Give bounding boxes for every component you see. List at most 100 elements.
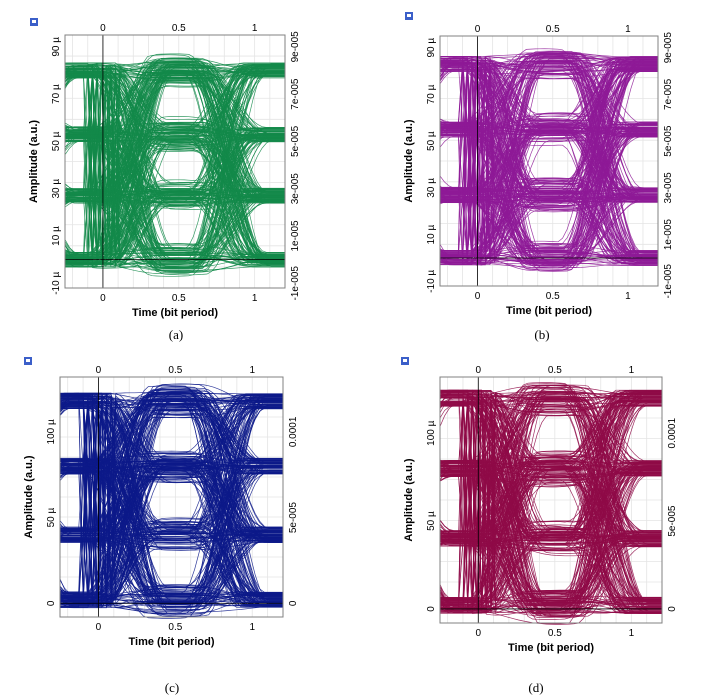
eye-trace (440, 536, 662, 604)
y-right-tick-label: 0.0001 (288, 416, 299, 447)
eye-trace (439, 392, 662, 542)
x-top-tick-label: 0 (96, 365, 102, 376)
eye-trace (65, 64, 285, 193)
eye-diagram-c: 0 0.5 1 0 0.5 1 0 50 µ 100 µ 0 5e-005 0.0001 Time (b… (23, 365, 299, 648)
y-tick-label: 0 (426, 606, 437, 612)
y-right-tick-label: 7e-005 (663, 78, 674, 110)
eye-trace (439, 399, 662, 612)
x-axis-title: Time (bit period) (508, 642, 594, 654)
y-right-tick-label: 7e-005 (290, 78, 301, 110)
eye-trace (64, 136, 285, 265)
x-tick-label: 0 (475, 628, 481, 639)
y-tick-label: 100 µ (426, 420, 437, 445)
y-axis-title: Amplitude (a.u.) (23, 455, 35, 538)
y-tick-label: 50 µ (51, 131, 62, 151)
x-axis-title: Time (bit period) (129, 636, 215, 648)
eye-trace (65, 70, 285, 203)
eye-trace (64, 63, 285, 200)
eye-trace (440, 464, 662, 546)
plot-frame (439, 35, 659, 287)
eye-trace (65, 69, 285, 256)
y-right-tick-label: -1e-005 (663, 264, 674, 299)
eye-trace (64, 136, 285, 210)
x-tick-label: 0.5 (168, 622, 182, 633)
eye-trace (59, 396, 283, 539)
y-right-tick-label: 3e-005 (290, 173, 301, 205)
eye-trace (439, 397, 662, 536)
eye-trace (439, 469, 662, 616)
y-tick-label: 10 µ (426, 225, 437, 245)
eye-trace (65, 189, 285, 258)
eye-trace (440, 395, 662, 604)
y-axis-title: Amplitude (a.u.) (403, 458, 415, 541)
export-icon[interactable] (30, 13, 38, 26)
eye-trace (59, 460, 283, 607)
y-axis-title: Amplitude (a.u.) (28, 120, 40, 203)
eye-trace (439, 475, 662, 609)
x-tick-label: 1 (629, 628, 635, 639)
eye-trace (440, 117, 658, 200)
eye-trace (440, 135, 658, 190)
eye-trace (439, 384, 662, 608)
eye-trace (439, 465, 662, 617)
y-right-tick-label: 5e-005 (667, 505, 678, 537)
eye-trace (440, 57, 658, 250)
eye-trace (65, 131, 285, 199)
eye-trace (65, 140, 285, 269)
eye-diagram-b: 0 0.5 1 0 0.5 1 -10 µ 10 µ 30 µ 50 µ 70 µ 90 µ -1e-0… (403, 24, 674, 317)
eye-trace (440, 190, 658, 263)
y-right-tick-label: 5e-005 (288, 502, 299, 534)
eye-trace (60, 466, 283, 536)
caption-b: (b) (534, 327, 550, 342)
eye-trace (60, 402, 283, 533)
eye-trace (60, 391, 283, 539)
eye-trace (59, 406, 283, 594)
y-tick-label: 30 µ (51, 179, 62, 199)
x-tick-label: 1 (249, 622, 255, 633)
eye-trace (65, 61, 285, 190)
eye-trace (65, 65, 285, 201)
eye-trace (440, 130, 658, 199)
eye-trace (440, 60, 658, 256)
eye-trace (60, 533, 283, 596)
eye-trace (59, 392, 283, 599)
x-tick-label: 1 (252, 293, 258, 304)
eye-diagram-panel-a: 0 0.5 1 0 0.5 1 -10 µ 10 µ 30 µ 50 µ 70 µ 90 µ -1e-0… (0, 0, 354, 330)
eye-trace (60, 396, 283, 602)
eye-trace (65, 59, 285, 202)
eye-trace (64, 140, 285, 264)
export-icon[interactable] (405, 7, 413, 20)
eye-trace (440, 391, 662, 479)
eye-trace (440, 475, 662, 609)
eye-trace (64, 63, 285, 140)
caption-a: (a) (168, 327, 184, 342)
y-right-tick-label: 3e-005 (663, 172, 674, 204)
eye-trace (440, 196, 658, 263)
eye-trace (60, 396, 283, 540)
y-tick-label: 50 µ (46, 508, 57, 528)
eye-trace (60, 389, 283, 603)
eye-trace (64, 64, 285, 265)
eye-trace (440, 58, 658, 126)
eye-trace (439, 57, 658, 261)
x-top-tick-label: 1 (249, 365, 255, 376)
eye-trace (65, 57, 285, 192)
eye-trace (59, 400, 283, 465)
eye-trace (60, 468, 283, 608)
eye-trace (60, 406, 283, 601)
export-icon[interactable] (401, 352, 409, 365)
x-top-tick-label: 1 (625, 24, 631, 35)
eye-trace (64, 66, 285, 136)
y-tick-label: 10 µ (51, 226, 62, 246)
eye-trace (59, 465, 283, 600)
plot-frame (59, 376, 284, 618)
y-tick-label: 50 µ (426, 511, 437, 531)
eye-trace (440, 468, 662, 611)
y-right-tick-label: 9e-005 (290, 31, 301, 63)
export-icon[interactable] (24, 352, 32, 365)
y-tick-label: 50 µ (426, 131, 437, 151)
y-right-tick-label: 1e-005 (663, 219, 674, 251)
eye-diagram-panel-b: 0 0.5 1 0 0.5 1 -10 µ 10 µ 30 µ 50 µ 70 µ 90 µ -1e-0… (354, 0, 708, 330)
eye-trace (59, 470, 283, 604)
eye-trace (65, 64, 285, 193)
